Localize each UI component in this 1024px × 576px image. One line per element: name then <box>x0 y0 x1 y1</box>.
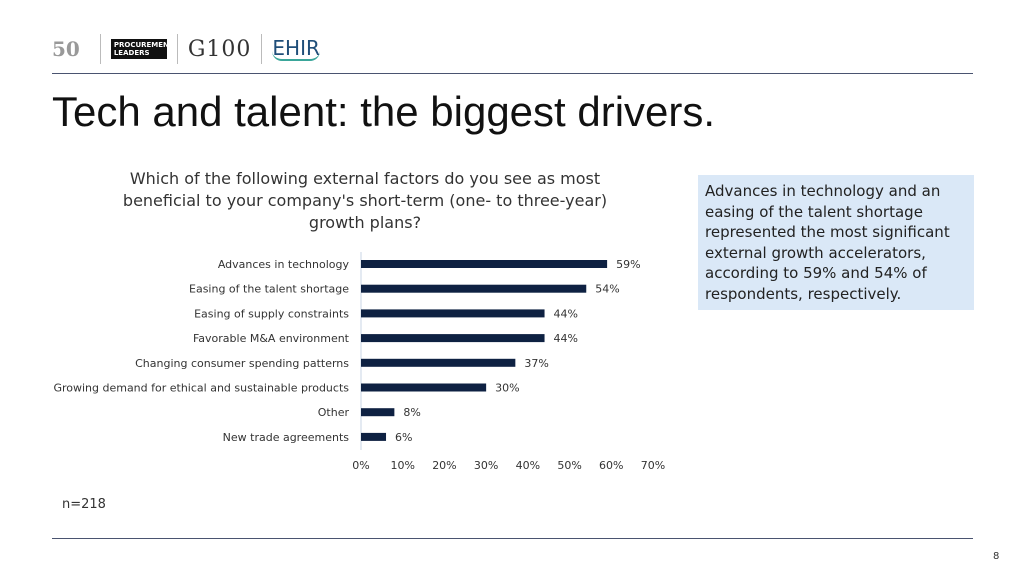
x-tick-label: 60% <box>599 459 623 472</box>
bar <box>361 383 487 392</box>
category-label: Easing of supply constraints <box>194 307 349 320</box>
logo-divider <box>261 34 263 64</box>
logo-divider <box>99 34 101 64</box>
bar <box>361 408 395 417</box>
sample-size: n=218 <box>62 497 106 512</box>
chart-question: Which of the following external factors … <box>122 169 608 232</box>
data-label: 8% <box>403 406 420 419</box>
data-label: 44% <box>554 307 578 320</box>
bar <box>361 309 545 318</box>
x-tick-label: 70% <box>641 459 665 472</box>
bar <box>361 334 545 343</box>
x-tick-label: 0% <box>352 459 369 472</box>
category-label: Growing demand for ethical and sustainab… <box>53 382 349 395</box>
data-label: 59% <box>616 258 640 271</box>
data-label: 54% <box>595 283 619 296</box>
x-tick-label: 50% <box>557 459 581 472</box>
top-rule <box>52 73 973 74</box>
category-label: Advances in technology <box>218 258 350 271</box>
logo-divider <box>176 34 178 64</box>
category-label: Other <box>318 406 350 419</box>
data-label: 44% <box>554 332 578 345</box>
logo-g100: G100 <box>187 36 252 62</box>
bar <box>361 260 608 268</box>
logo-procurement-leaders: PROCUREMENT LEADERS <box>110 39 174 59</box>
bar <box>361 358 516 367</box>
category-label: Changing consumer spending patterns <box>135 357 349 370</box>
logo-ehir: EHIR <box>272 36 320 61</box>
x-tick-label: 30% <box>474 459 498 472</box>
bottom-rule <box>52 538 973 539</box>
page-title: Tech and talent: the biggest drivers. <box>52 88 716 135</box>
category-label: Favorable M&A environment <box>193 332 350 345</box>
partner-logos: 50 PROCUREMENT LEADERS G100 EHIR <box>52 34 324 64</box>
x-tick-label: 10% <box>390 459 414 472</box>
category-label: New trade agreements <box>223 431 350 444</box>
bar <box>361 284 587 293</box>
bar <box>361 432 387 441</box>
logo-50: 50 <box>52 37 80 61</box>
page-number: 8 <box>993 551 1000 562</box>
data-label: 37% <box>524 357 548 370</box>
data-label: 30% <box>495 382 519 395</box>
data-label: 6% <box>395 431 412 444</box>
callout-box: Advances in technology and an easing of … <box>698 175 974 310</box>
x-tick-label: 20% <box>432 459 456 472</box>
category-label: Easing of the talent shortage <box>189 283 349 296</box>
x-tick-label: 40% <box>516 459 540 472</box>
